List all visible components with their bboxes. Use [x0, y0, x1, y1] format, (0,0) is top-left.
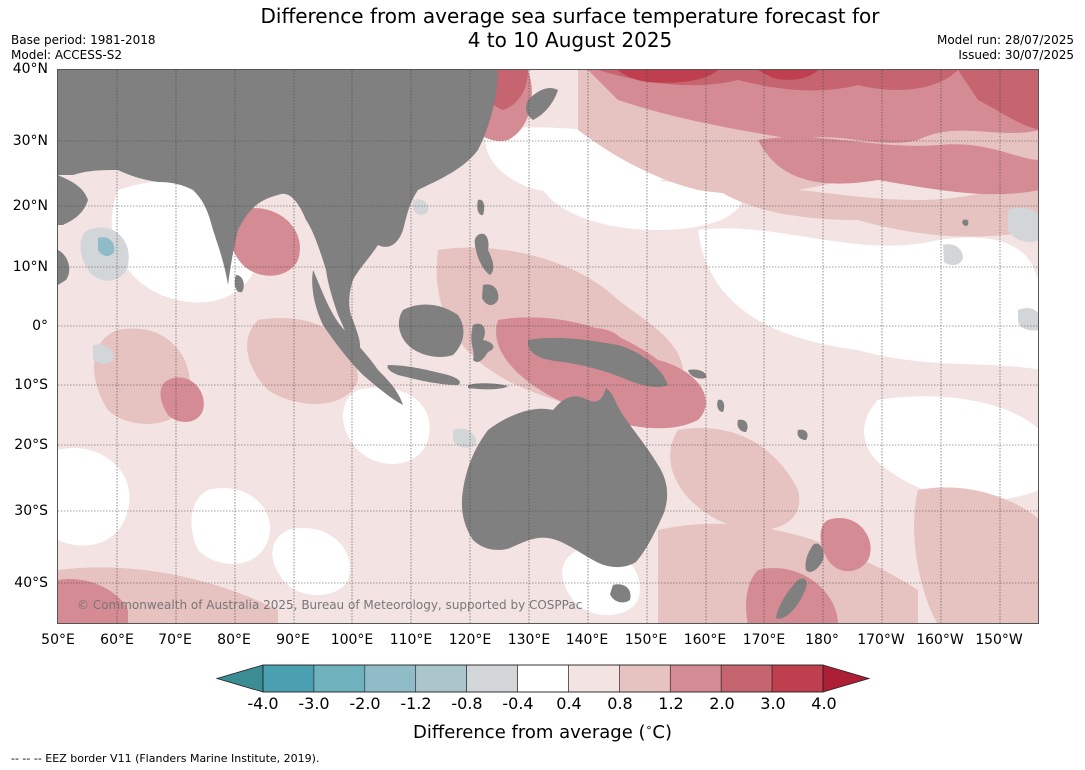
meta-right: Model run: 28/07/2025 Issued: 30/07/2025	[937, 33, 1074, 63]
cbar-tick-8: 1.2	[658, 694, 684, 713]
lon-label-90e: 90°E	[276, 632, 310, 648]
lon-label-70e: 70°E	[158, 632, 192, 648]
cbar-tick-1: -3.0	[298, 694, 330, 713]
colorbar-segment	[262, 664, 315, 693]
australia	[461, 388, 668, 568]
lon-label-150w: 150°W	[975, 632, 1023, 648]
colorbar-segment	[364, 664, 417, 693]
horn-of-africa	[58, 250, 70, 285]
map-panel	[57, 69, 1039, 624]
lat-label-10n: 10°N	[12, 259, 48, 275]
issued-date: Issued: 30/07/2025	[958, 48, 1074, 62]
colorbar	[215, 664, 871, 693]
lat-label-40n: 40°N	[12, 61, 48, 77]
cbar-tick-3: -1.2	[400, 694, 432, 713]
colorbar-segment	[415, 664, 467, 693]
cbar-tick-6: 0.4	[556, 694, 582, 713]
meta-left: Base period: 1981-2018 Model: ACCESS-S2	[11, 33, 156, 63]
cbar-tick-4: -0.8	[451, 694, 483, 713]
colorbar-segment	[517, 664, 569, 693]
lat-label-20s: 20°S	[14, 437, 48, 453]
lon-label-160w: 160°W	[916, 632, 964, 648]
cbar-tick-10: 3.0	[760, 694, 786, 713]
colorbar-segment	[568, 664, 620, 693]
lon-label-150e: 150°E	[624, 632, 668, 648]
lat-label-40s: 40°S	[14, 575, 48, 591]
colorbar-over-arrow	[822, 664, 871, 693]
sst-anomaly-map	[58, 70, 1038, 623]
new-guinea	[527, 337, 668, 388]
vanuatu	[717, 399, 725, 412]
lon-label-180: 180°	[805, 632, 839, 648]
cbar-tick-9: 2.0	[709, 694, 735, 713]
colorbar-segment	[313, 664, 366, 693]
colorbar-segments	[262, 664, 824, 693]
warm-darkest-areas	[618, 70, 818, 83]
sumatra	[312, 270, 403, 405]
colorbar-segment	[720, 664, 773, 693]
lon-label-80e: 80°E	[217, 632, 251, 648]
lon-label-170e: 170°E	[742, 632, 786, 648]
chart-title: Difference from average sea surface temp…	[0, 4, 1085, 52]
graticule	[58, 70, 1038, 623]
hawaii	[962, 219, 969, 226]
cbar-tick-11: 4.0	[811, 694, 837, 713]
model-run: Model run: 28/07/2025	[936, 33, 1074, 47]
lon-label-120e: 120°E	[448, 632, 492, 648]
lon-label-100e: 100°E	[330, 632, 374, 648]
tasmania	[610, 584, 631, 603]
cbar-tick-5: -0.4	[502, 694, 534, 713]
title-line-2: 4 to 10 August 2025	[467, 28, 673, 52]
colorbar-segment	[669, 664, 722, 693]
copyright-notice: © Commonwealth of Australia 2025, Bureau…	[77, 598, 583, 612]
lon-label-60e: 60°E	[100, 632, 134, 648]
colorbar-title: Difference from average (∘C)	[412, 721, 673, 743]
lat-label-eq: 0°	[32, 318, 48, 334]
colorbar-segment	[466, 664, 518, 693]
colorbar-segment	[619, 664, 671, 693]
taiwan	[477, 199, 485, 216]
lon-label-50e: 50°E	[41, 632, 75, 648]
sri-lanka	[234, 275, 244, 293]
eez-footnote: -- -- -- EEZ border V11 (Flanders Marine…	[11, 752, 320, 765]
base-period: Base period: 1981-2018	[11, 33, 156, 47]
philippines-north	[474, 233, 494, 275]
lon-label-130e: 130°E	[507, 632, 551, 648]
lon-label-170w: 170°W	[857, 632, 905, 648]
title-line-1: Difference from average sea surface temp…	[260, 4, 880, 28]
japan	[525, 88, 558, 120]
arabia	[58, 175, 88, 225]
cbar-tick-0: -4.0	[247, 694, 279, 713]
colorbar-under-arrow	[215, 664, 264, 693]
solomon-islands	[688, 369, 707, 379]
lon-label-140e: 140°E	[565, 632, 609, 648]
philippines-south	[482, 284, 499, 306]
model-name: Model: ACCESS-S2	[11, 48, 123, 62]
lat-label-30n: 30°N	[12, 133, 48, 149]
new-zealand-south	[776, 578, 807, 619]
borneo	[398, 304, 464, 357]
sulawesi	[471, 323, 494, 363]
cbar-tick-7: 0.8	[607, 694, 633, 713]
new-zealand-north	[805, 543, 824, 572]
lat-label-20n: 20°N	[12, 198, 48, 214]
lon-label-160e: 160°E	[683, 632, 727, 648]
lat-label-10s: 10°S	[14, 377, 48, 393]
fiji	[797, 429, 808, 440]
colorbar-frame	[262, 664, 824, 693]
lat-label-30s: 30°S	[14, 503, 48, 519]
colorbar-segment	[771, 664, 824, 693]
cbar-tick-2: -2.0	[349, 694, 381, 713]
new-caledonia	[737, 419, 748, 432]
cool-mid-areas	[98, 237, 115, 256]
lon-label-110e: 110°E	[389, 632, 433, 648]
java	[387, 365, 460, 385]
